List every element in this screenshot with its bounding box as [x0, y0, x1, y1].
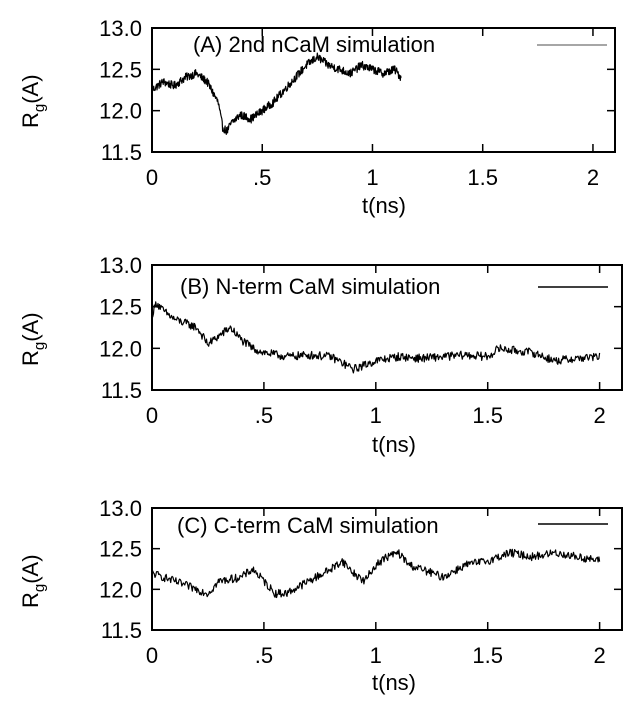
- x-ticks-c: 0 .5 1 1.5 2: [146, 508, 606, 668]
- x-tick-label-a-4: 2: [587, 165, 599, 190]
- x-tick-label-c-3: 1.5: [472, 643, 503, 668]
- series-path-a: [151, 52, 402, 135]
- y-tick-label-b-3: 13.0: [99, 253, 142, 278]
- x-tick-label-b-3: 1.5: [472, 403, 503, 428]
- y-tick-label-a-2: 12.5: [99, 57, 142, 82]
- y-ticks-b: 11.5 12.0 12.5 13.0: [99, 253, 622, 403]
- y-axis-label-sub-b: g: [31, 342, 48, 350]
- legend-label-b: (B) N-term CaM simulation: [180, 274, 440, 299]
- panel-a: 11.512.012.513.0 0.5 1 1.5 2 (A) 2nd nCaM s…: [18, 16, 616, 218]
- x-axis-label-a: t(ns): [362, 193, 406, 218]
- y-axis-label-sub-c: g: [31, 584, 48, 592]
- y-axis-label-tail-c: (A): [18, 554, 43, 583]
- series-path-c: [151, 548, 601, 599]
- legend-label-a: (A) 2nd nCaM simulation: [193, 32, 435, 57]
- y-tick-label-a-0: 11.5: [101, 140, 142, 165]
- y-axis-label-tail-b: (A): [18, 312, 43, 341]
- series-line-a: [151, 52, 402, 135]
- y-ticks-c: 11.5 12.0 12.5 13.0: [99, 496, 622, 643]
- y-tick-label-b-0: 11.5: [101, 378, 142, 403]
- panel-c: 11.512.012.513.0 0.5 1 1.5 2 (C) C-term CaM…: [18, 496, 623, 695]
- y-axis-label-b: Rg(A): [18, 312, 48, 366]
- x-tick-label-a-0: 0: [146, 165, 158, 190]
- x-tick-label-a-2: 1: [366, 165, 378, 190]
- y-tick-label-b-2: 12.5: [99, 295, 142, 320]
- x-tick-label-c-1: .5: [255, 643, 273, 668]
- y-tick-label-c-1: 12.0: [99, 577, 142, 602]
- y-axis-label-main-c: R: [18, 592, 43, 608]
- x-tick-label-c-2: 1: [370, 643, 382, 668]
- y-axis-label-a: Rg(A): [18, 74, 48, 128]
- x-ticks-a: 0 .5 1 1.5 2: [146, 28, 599, 190]
- series-line-c: [151, 548, 601, 599]
- y-tick-label-c-0: 11.5: [101, 618, 142, 643]
- y-axis-label-main-a: R: [18, 112, 43, 128]
- x-tick-label-c-4: 2: [593, 643, 605, 668]
- x-axis-label-c: t(ns): [372, 670, 416, 695]
- plot-frame-b: [151, 264, 623, 391]
- y-axis-label-c: Rg(A): [18, 554, 48, 608]
- y-tick-label-c-2: 12.5: [99, 537, 142, 562]
- x-tick-label-a-3: 1.5: [467, 165, 498, 190]
- legend-a: (A) 2nd nCaM simulation: [193, 32, 607, 57]
- legend-c: (C) C-term CaM simulation: [177, 513, 608, 538]
- series-path-b: [151, 301, 601, 374]
- x-tick-label-b-0: 0: [146, 403, 158, 428]
- y-tick-label-b-1: 12.0: [99, 336, 142, 361]
- plot-frame-c: [151, 507, 623, 631]
- x-tick-label-c-0: 0: [146, 643, 158, 668]
- y-tick-label-a-3: 13.0: [99, 16, 142, 41]
- y-axis-label-sub-a: g: [31, 104, 48, 112]
- x-tick-label-b-4: 2: [593, 403, 605, 428]
- y-axis-label-tail-a: (A): [18, 74, 43, 103]
- y-ticks-a: 11.5 12.0 12.5 13.0: [99, 16, 615, 165]
- x-axis-label-b: t(ns): [372, 432, 416, 457]
- series-line-b: [151, 301, 601, 374]
- legend-label-c: (C) C-term CaM simulation: [177, 513, 439, 538]
- y-tick-label-a-1: 12.0: [99, 99, 142, 124]
- x-tick-label-b-1: .5: [255, 403, 273, 428]
- x-tick-label-b-2: 1: [370, 403, 382, 428]
- legend-b: (B) N-term CaM simulation: [180, 274, 608, 299]
- x-tick-label-a-1: .5: [253, 165, 271, 190]
- x-ticks-b: 0 .5 1 1.5 2: [146, 265, 606, 428]
- y-axis-label-main-b: R: [18, 350, 43, 366]
- y-tick-label-c-3: 13.0: [99, 496, 142, 521]
- panel-b: 11.512.012.513.0 0.5 1 1.5 2 (B) N-term CaM…: [18, 253, 623, 457]
